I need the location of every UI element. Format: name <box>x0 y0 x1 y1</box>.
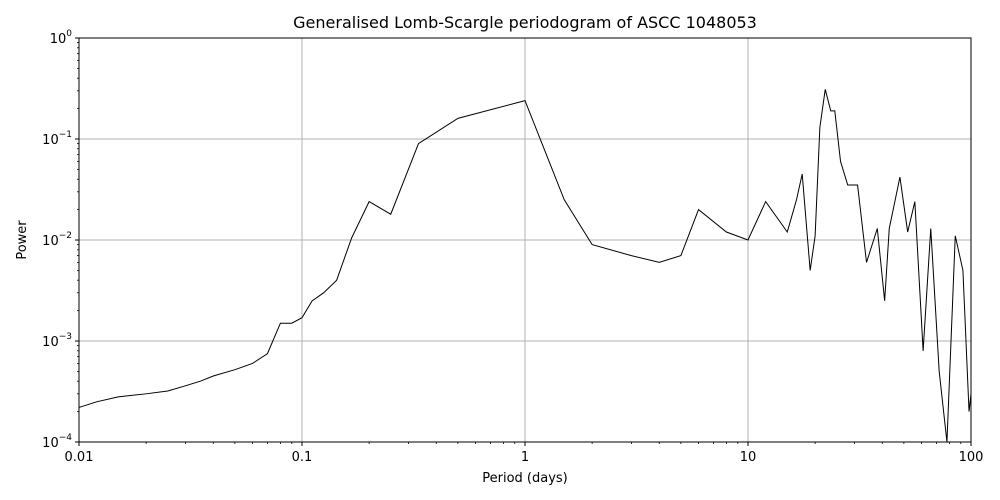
series-layer <box>78 89 972 443</box>
x-tick-label: 100 <box>959 450 984 465</box>
x-axis-label: Period (days) <box>482 471 568 486</box>
y-tick-label: 10−2 <box>42 231 72 249</box>
x-axis-ticks: 0.01 0.1 1 10 100 <box>65 442 984 465</box>
y-tick-label: 10−3 <box>42 332 72 350</box>
x-tick-label: 10 <box>740 450 757 465</box>
x-tick-label: 0.01 <box>65 450 94 465</box>
series-line <box>78 89 972 443</box>
x-tick-label: 1 <box>521 450 529 465</box>
x-tick-label: 0.1 <box>292 450 313 465</box>
chart-title: Generalised Lomb-Scargle periodogram of … <box>293 13 757 32</box>
y-tick-label: 100 <box>50 29 73 47</box>
y-axis-ticks: 10−4 10−3 10−2 10−1 100 <box>42 29 79 451</box>
y-tick-label: 10−1 <box>42 130 72 148</box>
y-tick-label: 10−4 <box>42 433 72 451</box>
y-axis-label: Power <box>15 220 30 260</box>
